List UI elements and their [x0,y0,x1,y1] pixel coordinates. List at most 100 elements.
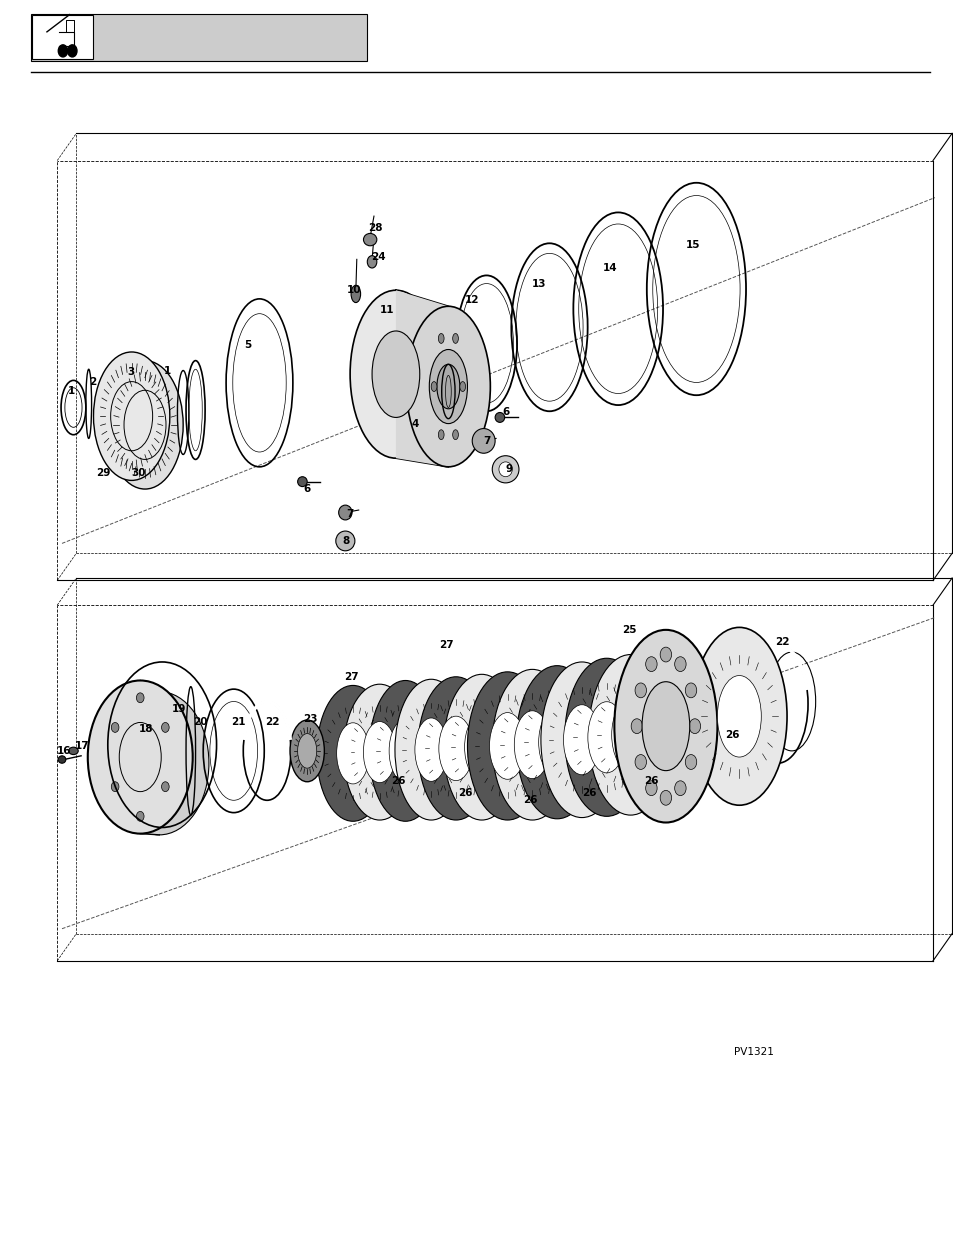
Ellipse shape [136,811,144,821]
Text: 4: 4 [411,419,418,429]
Text: 13: 13 [531,279,546,289]
Ellipse shape [495,412,504,422]
Ellipse shape [674,781,685,795]
Ellipse shape [316,685,389,821]
Text: 1: 1 [68,387,75,396]
Ellipse shape [58,756,66,763]
Ellipse shape [588,655,672,815]
Ellipse shape [472,429,495,453]
Text: 17: 17 [74,741,90,751]
Text: 10: 10 [346,285,361,295]
Ellipse shape [338,505,352,520]
Ellipse shape [538,708,575,777]
Ellipse shape [691,627,786,805]
Ellipse shape [429,350,467,424]
Ellipse shape [452,333,457,343]
Ellipse shape [110,692,209,835]
Ellipse shape [136,693,144,703]
Text: 26: 26 [581,788,597,798]
Text: 11: 11 [379,305,395,315]
Ellipse shape [437,333,443,343]
Ellipse shape [492,669,572,820]
Text: 22: 22 [264,718,279,727]
Ellipse shape [514,711,550,778]
Text: 26: 26 [643,776,659,785]
Text: 1: 1 [163,366,171,375]
Text: 7: 7 [346,509,354,519]
Text: 8: 8 [342,536,350,546]
Ellipse shape [684,755,696,769]
Ellipse shape [350,290,441,458]
Text: 9: 9 [505,464,513,474]
Text: 15: 15 [684,240,700,249]
Ellipse shape [563,705,599,774]
Text: 26: 26 [391,776,406,785]
Ellipse shape [587,701,625,773]
Ellipse shape [631,719,642,734]
Ellipse shape [516,666,598,819]
Ellipse shape [367,256,376,268]
Ellipse shape [417,677,494,820]
Circle shape [68,44,77,57]
Text: 6: 6 [303,484,311,494]
Ellipse shape [161,722,169,732]
Ellipse shape [343,684,416,820]
Ellipse shape [498,462,512,477]
Circle shape [58,44,68,57]
Ellipse shape [406,306,490,467]
Ellipse shape [415,718,447,782]
Text: 18: 18 [138,724,153,734]
Ellipse shape [674,657,685,672]
Ellipse shape [363,233,376,246]
Text: 23: 23 [302,714,317,724]
Ellipse shape [436,364,459,409]
Ellipse shape [564,658,648,816]
Polygon shape [140,680,159,835]
Ellipse shape [459,382,465,391]
Text: 19: 19 [172,704,187,714]
Ellipse shape [611,699,649,771]
Bar [30,14,367,61]
Ellipse shape [88,680,193,834]
Ellipse shape [635,755,646,769]
Text: 26: 26 [522,795,537,805]
Text: 30: 30 [131,468,146,478]
Ellipse shape [297,477,307,487]
Ellipse shape [464,714,498,781]
Ellipse shape [69,747,78,755]
Ellipse shape [437,430,443,440]
Ellipse shape [467,672,547,820]
Ellipse shape [645,781,657,795]
Ellipse shape [112,722,119,732]
Ellipse shape [645,657,657,672]
Text: 12: 12 [464,295,479,305]
Text: 7: 7 [482,436,490,446]
Polygon shape [395,290,448,467]
Text: 25: 25 [621,625,637,635]
Ellipse shape [351,285,360,303]
Ellipse shape [540,662,622,818]
Text: 26: 26 [457,788,473,798]
Ellipse shape [684,683,696,698]
Ellipse shape [297,734,316,768]
Ellipse shape [659,790,671,805]
Text: 24: 24 [371,252,386,262]
Ellipse shape [107,361,183,489]
Text: 2: 2 [89,377,96,387]
Text: 3: 3 [127,367,134,377]
Ellipse shape [688,719,700,734]
Ellipse shape [438,716,473,781]
Ellipse shape [369,680,441,821]
Text: 29: 29 [95,468,111,478]
Text: 27: 27 [438,640,454,650]
Ellipse shape [717,676,760,757]
Text: 27: 27 [343,672,358,682]
Bar [32,15,93,59]
Ellipse shape [492,456,518,483]
Text: 21: 21 [231,718,246,727]
Text: 20: 20 [193,718,208,727]
Ellipse shape [336,722,369,784]
Ellipse shape [452,430,457,440]
Ellipse shape [161,782,169,792]
Text: PV1321: PV1321 [733,1047,773,1057]
